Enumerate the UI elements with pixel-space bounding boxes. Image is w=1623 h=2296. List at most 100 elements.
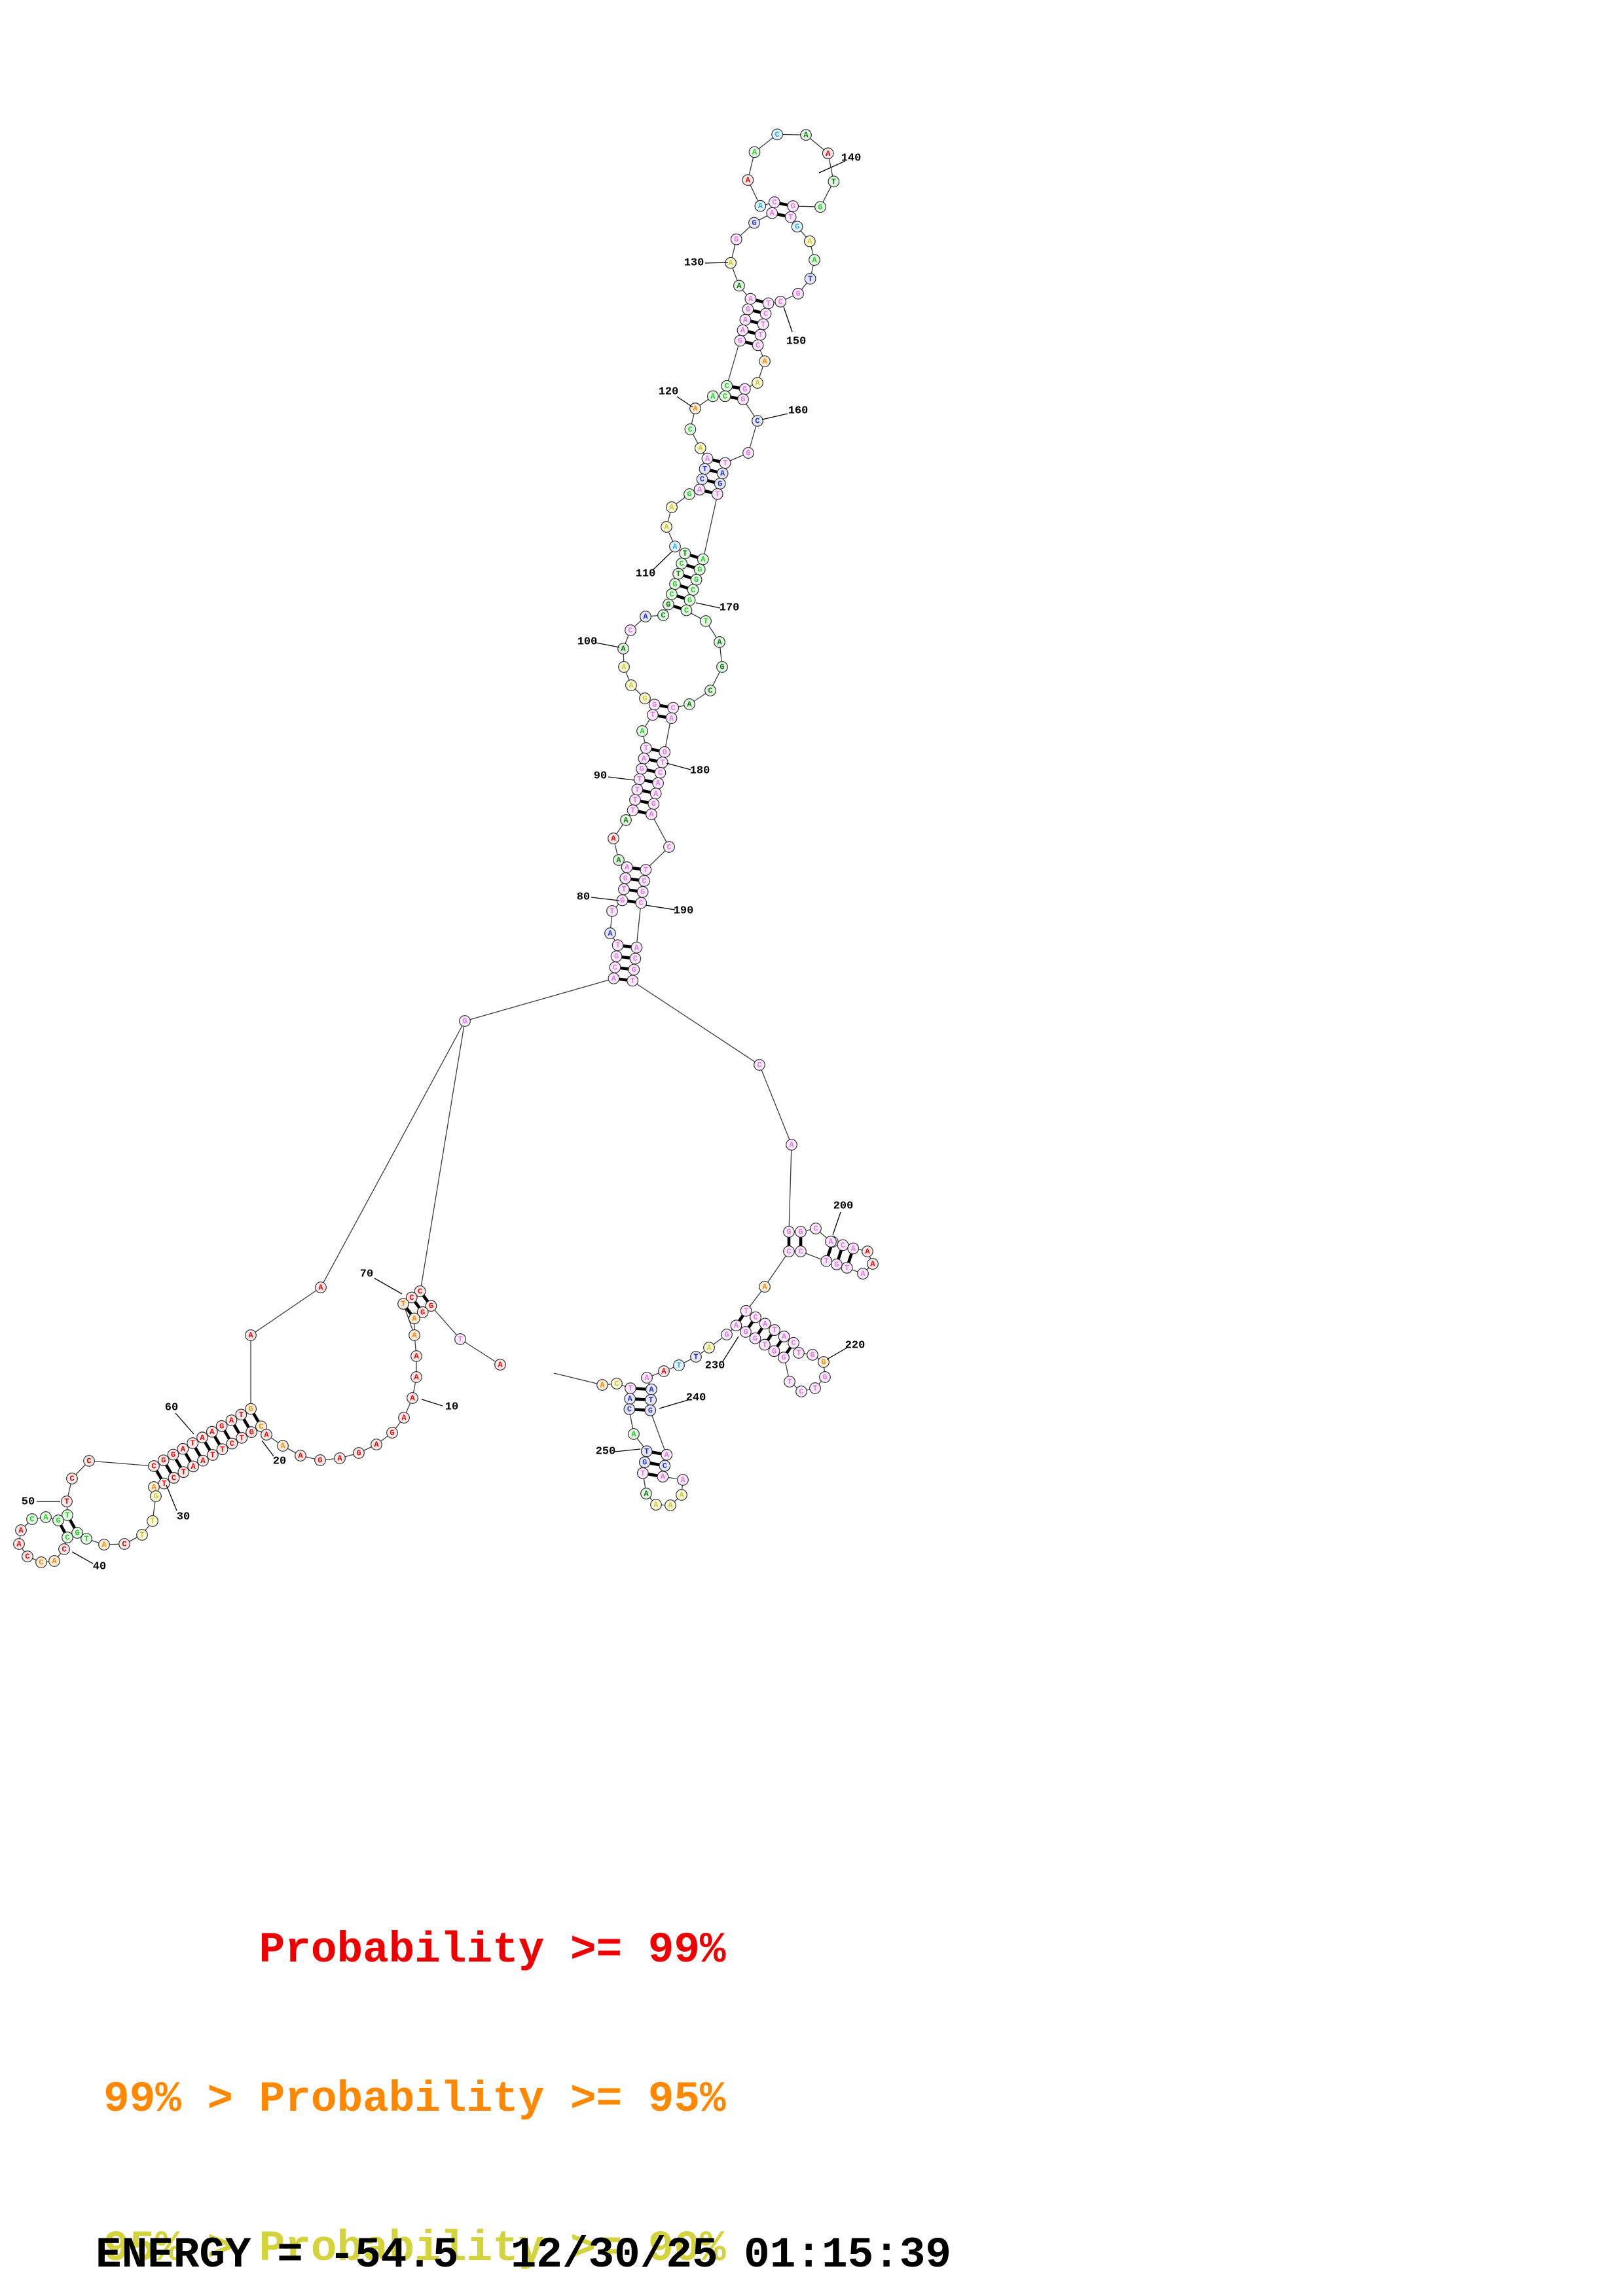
nucleotide-letter: A — [807, 237, 812, 246]
nucleotide: A — [398, 1412, 410, 1424]
nucleotide-circle — [640, 611, 651, 622]
nucleotide-circle — [623, 1403, 636, 1415]
nucleotide-letter: G — [697, 565, 702, 575]
nucleotide: T — [841, 1262, 853, 1274]
nucleotide: T — [757, 318, 769, 331]
nucleotide-circle — [148, 1460, 160, 1472]
nucleotide-letter: A — [737, 281, 742, 291]
nucleotide-letter: A — [412, 1331, 417, 1340]
nucleotide: A — [640, 611, 651, 622]
nucleotide: C — [684, 423, 697, 435]
nucleotide-letter: C — [613, 963, 617, 972]
nucleotide-letter: C — [151, 1462, 156, 1471]
nucleotide: A — [697, 553, 709, 565]
nucleotide-letter: T — [644, 866, 648, 875]
nucleotide-letter: T — [812, 1384, 817, 1393]
nucleotide-circle — [371, 1439, 382, 1450]
nucleotide-letter: A — [812, 256, 817, 265]
nucleotide-circle — [625, 624, 636, 636]
nucleotide-letter: C — [684, 606, 689, 615]
nucleotide-letter: A — [414, 1352, 419, 1361]
nucleotide-circle — [398, 1412, 410, 1424]
nucleotide: G — [245, 1403, 257, 1415]
nucleotide: C — [119, 1538, 130, 1550]
nucleotide: C — [168, 1472, 180, 1484]
nucleotide-letter: G — [161, 1456, 166, 1465]
nucleotide: G — [791, 221, 803, 233]
nucleotide-letter: C — [29, 1515, 34, 1524]
nucleotide: T — [762, 297, 775, 310]
nucleotide: G — [690, 573, 702, 586]
nucleotide-circle — [225, 1414, 238, 1426]
nucleotide: G — [638, 1456, 651, 1468]
nucleotide-circle — [26, 1513, 38, 1525]
nucleotide: T — [454, 1333, 466, 1345]
nucleotide-letter: A — [631, 1430, 636, 1439]
nucleotide: T — [625, 1382, 636, 1395]
nucleotide: C — [659, 1460, 671, 1472]
nucleotide-circle — [206, 1449, 219, 1461]
nucleotide: G — [795, 1226, 807, 1238]
nucleotide-letter: A — [851, 1244, 856, 1253]
nucleotide-letter: G — [791, 202, 795, 211]
nucleotide: A — [661, 1448, 673, 1461]
nucleotide: C — [752, 339, 764, 351]
nucleotide-circle — [661, 521, 672, 533]
nucleotide-letter: T — [723, 459, 727, 468]
nucleotide-circle — [697, 553, 709, 565]
nucleotide-letter: G — [390, 1429, 394, 1438]
nucleotide-letter: C — [122, 1540, 126, 1549]
nucleotide-letter: A — [752, 148, 757, 157]
nucleotide: T — [606, 905, 618, 917]
nucleotide-letter: C — [69, 1475, 74, 1484]
nucleotide: A — [730, 1319, 742, 1332]
nucleotides: GCTATACGTATACGGCGCTAATGCTAATGCGTCGGCCGCG… — [13, 128, 879, 1568]
nucleotide: G — [459, 1015, 471, 1027]
nucleotide: A — [748, 146, 761, 158]
nucleotide: A — [809, 254, 820, 266]
nucleotide: T — [633, 773, 646, 785]
nucleotide-letter: G — [810, 1351, 814, 1360]
nucleotide-letter: A — [687, 700, 692, 709]
nucleotide: C — [638, 874, 650, 887]
nucleotide: T — [187, 1437, 199, 1449]
position-label: 170 — [720, 602, 740, 615]
nucleotide-circle — [766, 207, 778, 219]
nucleotide-letter: G — [219, 1422, 224, 1431]
nucleotide: A — [800, 129, 812, 141]
nucleotide-circle — [245, 1403, 257, 1415]
nucleotide: C — [58, 1543, 70, 1555]
position-label: 90 — [594, 770, 607, 783]
nucleotide-circle — [694, 442, 706, 454]
nucleotide-letter: A — [770, 209, 775, 218]
nucleotide-circle — [769, 1324, 780, 1336]
nucleotide: C — [666, 588, 678, 600]
nucleotide: A — [665, 712, 678, 725]
nucleotide-letter: G — [153, 1492, 158, 1501]
nucleotide-letter: T — [637, 775, 642, 784]
nucleotide-circle — [157, 1454, 170, 1467]
nucleotide: T — [784, 211, 797, 223]
nucleotide-letter: G — [738, 336, 742, 346]
nucleotide: A — [693, 484, 706, 495]
nucleotide-circle — [13, 1538, 25, 1550]
nucleotide-circle — [740, 1304, 752, 1317]
nucleotide: A — [410, 1350, 422, 1362]
nucleotide: A — [197, 1454, 209, 1467]
nucleotide-letter: C — [669, 590, 674, 599]
nucleotide-letter: A — [611, 974, 617, 983]
nucleotide: G — [647, 798, 660, 810]
nucleotide-letter: A — [717, 638, 722, 647]
nucleotide-letter: G — [623, 874, 628, 883]
nucleotide: A — [177, 1443, 189, 1455]
nucleotide-circle — [814, 201, 826, 213]
nucleotide-letter: A — [248, 1331, 253, 1340]
nucleotide-circle — [627, 804, 639, 816]
nucleotide-circle — [658, 1365, 670, 1377]
nucleotide: T — [147, 1515, 158, 1527]
nucleotide-letter: C — [658, 768, 663, 778]
nucleotide-circle — [150, 1490, 162, 1502]
nucleotide: A — [225, 1414, 238, 1426]
nucleotide: T — [820, 1255, 833, 1267]
nucleotide-circle — [783, 1246, 795, 1257]
